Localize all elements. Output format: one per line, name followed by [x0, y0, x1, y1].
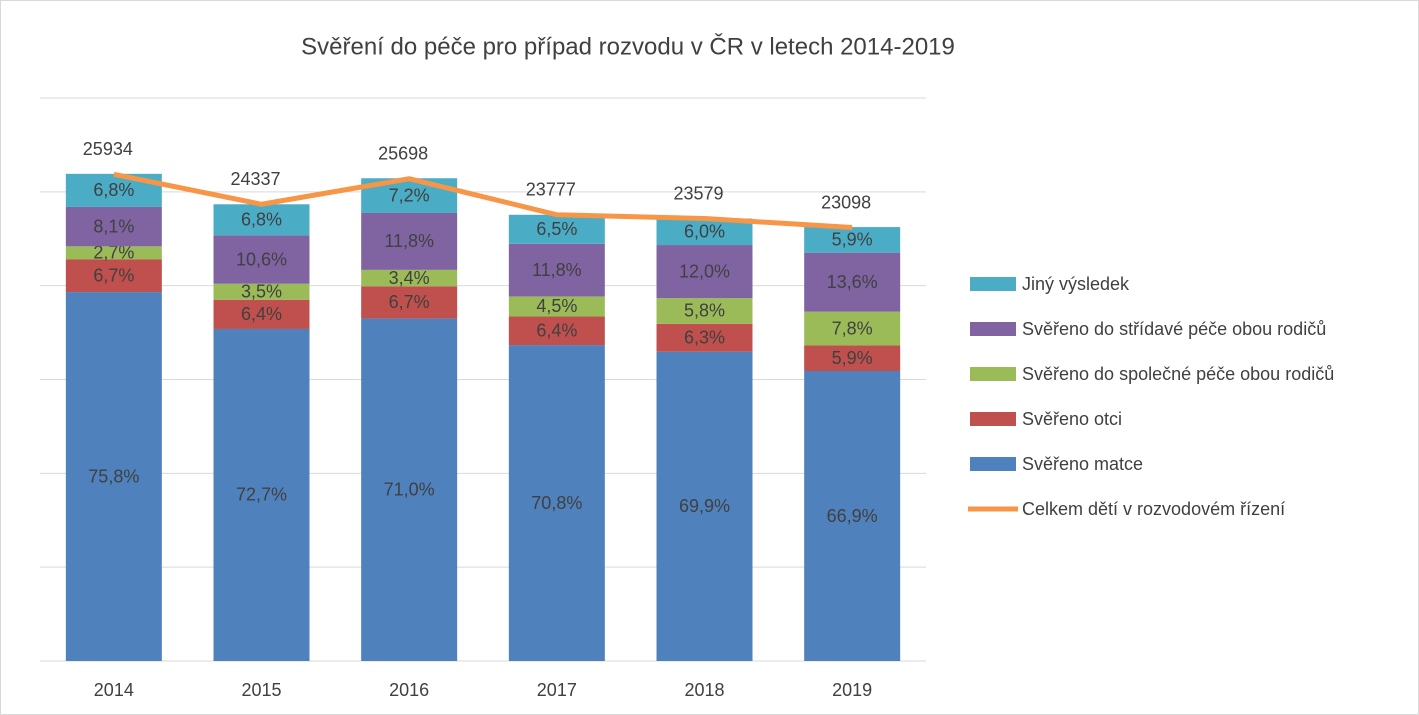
line-label: 25698 — [378, 143, 428, 163]
data-label: 6,0% — [684, 222, 725, 242]
legend-marker — [970, 457, 1016, 471]
data-label: 6,4% — [536, 321, 577, 341]
bar-segment — [213, 235, 310, 284]
bar-segment — [508, 316, 605, 346]
bar-segment — [656, 351, 753, 661]
bar-segment — [213, 204, 310, 236]
data-label: 71,0% — [384, 480, 435, 500]
legend-label: Jiný výsledek — [1022, 274, 1130, 294]
data-label: 7,8% — [832, 318, 873, 338]
legend-label: Svěřeno do společné péče obou rodičů — [1022, 364, 1334, 384]
x-tick-label: 2018 — [684, 680, 724, 700]
data-label: 6,7% — [93, 266, 134, 286]
data-label: 6,8% — [93, 180, 134, 200]
data-label: 2,7% — [93, 243, 134, 263]
x-tick-label: 2017 — [537, 680, 577, 700]
bar-segment — [213, 328, 310, 661]
data-label: 8,1% — [93, 216, 134, 236]
bar-segment — [804, 311, 901, 346]
line-label: 23777 — [526, 180, 576, 200]
data-label: 72,7% — [236, 485, 287, 505]
x-tick-label: 2014 — [94, 680, 134, 700]
data-label: 5,8% — [684, 301, 725, 321]
legend-marker — [970, 412, 1016, 426]
x-tick-label: 2015 — [241, 680, 281, 700]
bar-segment — [361, 269, 458, 287]
data-label: 13,6% — [827, 272, 878, 292]
data-label: 6,7% — [389, 292, 430, 312]
bar-segment — [361, 318, 458, 661]
bar-segment — [508, 243, 605, 297]
bar-segment — [361, 212, 458, 270]
data-label: 7,2% — [389, 185, 430, 205]
data-label: 12,0% — [679, 261, 730, 281]
legend-label: Svěřeno otci — [1022, 409, 1122, 429]
line — [113, 171, 853, 231]
legend-marker — [970, 367, 1016, 381]
legend-label: Svěřeno do střídavé péče obou rodičů — [1022, 319, 1326, 339]
legend-label: Svěřeno matce — [1022, 454, 1143, 474]
data-label: 66,9% — [827, 506, 878, 526]
line-label: 24337 — [230, 169, 280, 189]
bar-segment — [65, 206, 162, 247]
chart-title: Svěření do péče pro případ rozvodu v ČR … — [301, 32, 955, 60]
data-label: 3,4% — [389, 268, 430, 288]
data-label: 5,9% — [832, 348, 873, 368]
legend-label: Celkem dětí v rozvodovém řízení — [1022, 499, 1285, 519]
bar-segment — [508, 214, 605, 244]
bar-segment — [804, 252, 901, 312]
bar-segment — [213, 283, 310, 300]
x-tick-label: 2019 — [832, 680, 872, 700]
x-tick-label: 2016 — [389, 680, 429, 700]
data-label: 6,8% — [241, 210, 282, 230]
data-label: 11,8% — [384, 231, 434, 251]
data-label: 11,8% — [532, 260, 582, 280]
bar-segment — [804, 371, 901, 661]
data-label: 69,9% — [679, 496, 730, 516]
data-label: 70,8% — [531, 493, 582, 513]
bar-segment — [65, 246, 162, 260]
bar-segment — [65, 292, 162, 661]
data-label: 3,5% — [241, 281, 282, 301]
line-label: 23579 — [673, 183, 723, 203]
bar-segment — [508, 296, 605, 317]
legend-marker — [970, 277, 1016, 291]
bar-segment — [508, 345, 605, 661]
data-label: 6,3% — [684, 328, 725, 348]
line-label: 23098 — [821, 192, 871, 212]
bar-segment — [65, 259, 162, 293]
data-label: 10,6% — [236, 249, 287, 269]
data-label: 5,9% — [832, 230, 873, 250]
bar-segment — [656, 298, 753, 324]
bar-segment — [213, 299, 310, 329]
data-label: 6,5% — [536, 219, 577, 239]
data-label: 6,4% — [241, 304, 282, 324]
bar-segment — [804, 345, 901, 372]
legend-marker — [970, 322, 1016, 336]
line-label: 25934 — [83, 139, 133, 159]
bar-segment — [656, 323, 753, 352]
data-label: 4,5% — [536, 296, 577, 316]
bar-segment — [361, 286, 458, 319]
data-label: 75,8% — [88, 466, 139, 486]
bar-segment — [656, 245, 753, 299]
bar-segment — [804, 227, 901, 253]
